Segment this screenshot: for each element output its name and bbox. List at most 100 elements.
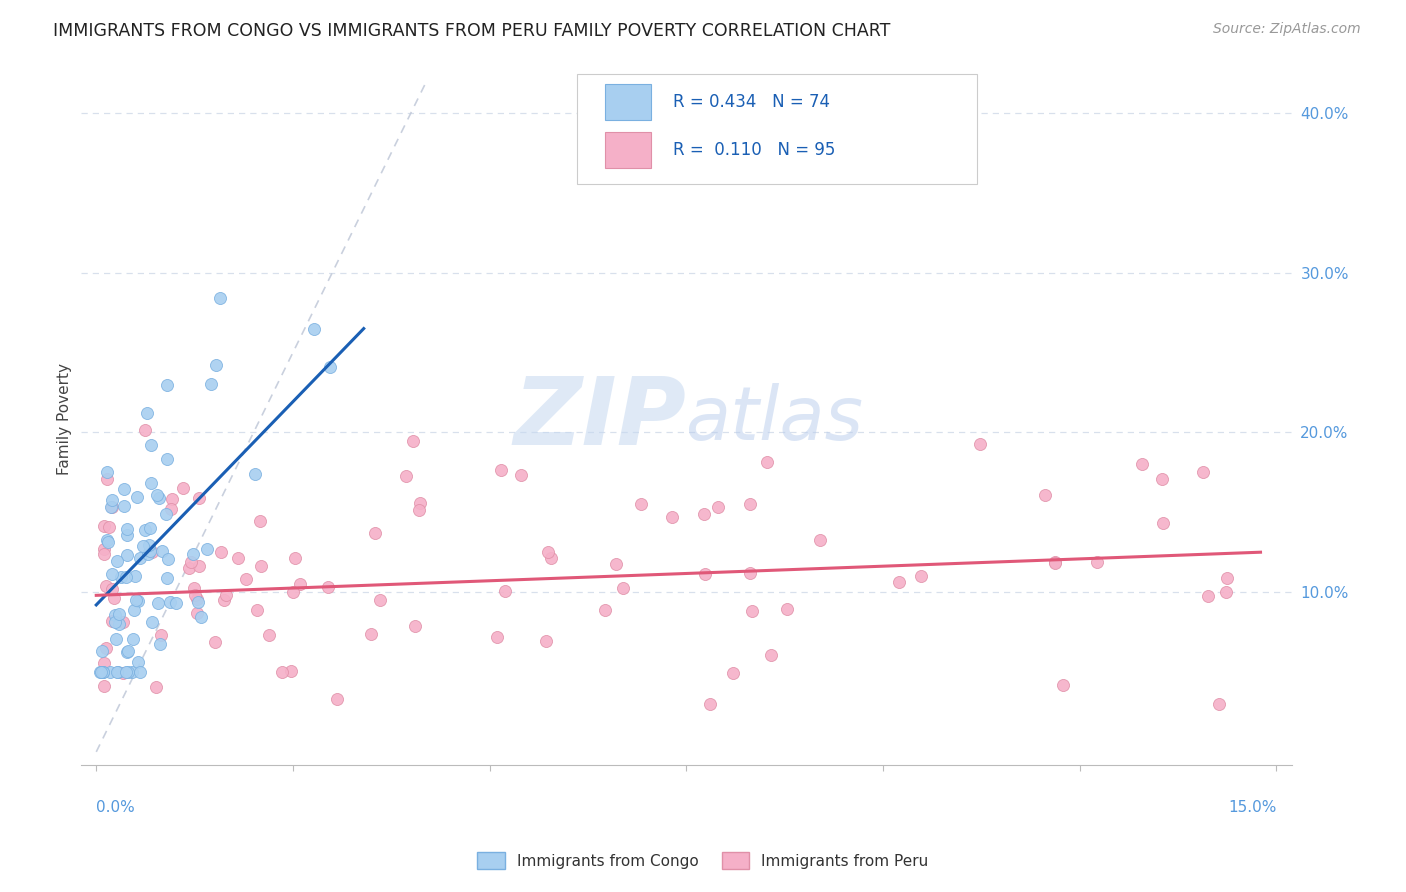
Point [121, 665, 143, 679]
Point [136, 547, 159, 561]
Point [148, 491, 170, 505]
Text: atlas: atlas [686, 383, 865, 455]
Point [280, 664, 302, 678]
Point [124, 592, 146, 607]
Point [103, 591, 125, 605]
Point [115, 570, 138, 584]
Point [537, 545, 560, 559]
Point [117, 665, 139, 679]
Point [136, 406, 159, 420]
Point [105, 553, 128, 567]
Text: 0.0%: 0.0% [96, 800, 135, 814]
Point [156, 452, 179, 467]
Point [612, 581, 634, 595]
Point [127, 655, 149, 669]
Point [246, 603, 269, 617]
Point [661, 509, 683, 524]
Point [723, 666, 745, 681]
Point [100, 665, 122, 679]
Point [115, 645, 138, 659]
Point [110, 570, 132, 584]
Point [187, 595, 209, 609]
Point [1192, 465, 1215, 479]
Point [284, 551, 307, 566]
Point [94, 579, 117, 593]
Point [90, 644, 112, 658]
Point [124, 569, 146, 583]
Point [595, 603, 617, 617]
Point [204, 358, 226, 372]
Point [692, 508, 714, 522]
Point [127, 594, 149, 608]
Point [156, 378, 179, 392]
Point [1043, 556, 1066, 570]
Point [186, 606, 208, 620]
Point [121, 632, 143, 646]
Point [740, 566, 762, 581]
FancyBboxPatch shape [578, 74, 977, 184]
Point [159, 595, 181, 609]
Point [96, 465, 118, 479]
Point [105, 665, 128, 679]
Point [139, 475, 162, 490]
Point [104, 607, 127, 622]
Point [125, 490, 148, 504]
Point [326, 691, 349, 706]
Point [212, 593, 235, 607]
Point [129, 551, 152, 566]
Point [172, 482, 194, 496]
Point [243, 467, 266, 482]
Legend: Immigrants from Congo, Immigrants from Peru: Immigrants from Congo, Immigrants from P… [471, 846, 935, 875]
Point [183, 581, 205, 595]
Point [139, 437, 162, 451]
Point [159, 502, 181, 516]
Point [283, 585, 305, 599]
Point [156, 571, 179, 585]
Point [160, 491, 183, 506]
Point [139, 544, 162, 558]
Point [1197, 589, 1219, 603]
Point [146, 488, 169, 502]
Point [775, 602, 797, 616]
Point [536, 634, 558, 648]
Point [183, 587, 205, 601]
Point [96, 640, 118, 655]
Text: Source: ZipAtlas.com: Source: ZipAtlas.com [1213, 22, 1361, 37]
Point [226, 550, 249, 565]
Point [112, 482, 135, 496]
Point [693, 567, 716, 582]
Point [108, 617, 131, 632]
Point [540, 551, 562, 566]
Point [100, 566, 122, 581]
Point [630, 497, 652, 511]
Point [200, 377, 222, 392]
FancyBboxPatch shape [605, 132, 651, 168]
Point [180, 555, 202, 569]
Point [96, 533, 118, 547]
Point [155, 507, 177, 521]
Point [117, 644, 139, 658]
Point [90, 665, 112, 679]
Point [115, 523, 138, 537]
Text: 15.0%: 15.0% [1227, 800, 1277, 814]
Point [111, 666, 134, 681]
Point [150, 544, 173, 558]
Point [93, 547, 115, 561]
Point [1150, 472, 1173, 486]
Point [91, 665, 114, 679]
Point [741, 604, 763, 618]
Point [910, 568, 932, 582]
Point [93, 679, 115, 693]
Point [494, 583, 516, 598]
Point [1208, 697, 1230, 711]
Point [107, 665, 129, 679]
Point [96, 472, 118, 486]
Point [808, 533, 831, 547]
Point [485, 630, 508, 644]
Point [112, 615, 135, 630]
Point [128, 665, 150, 679]
Point [318, 359, 340, 374]
Point [249, 558, 271, 573]
Point [93, 541, 115, 556]
Point [409, 496, 432, 510]
